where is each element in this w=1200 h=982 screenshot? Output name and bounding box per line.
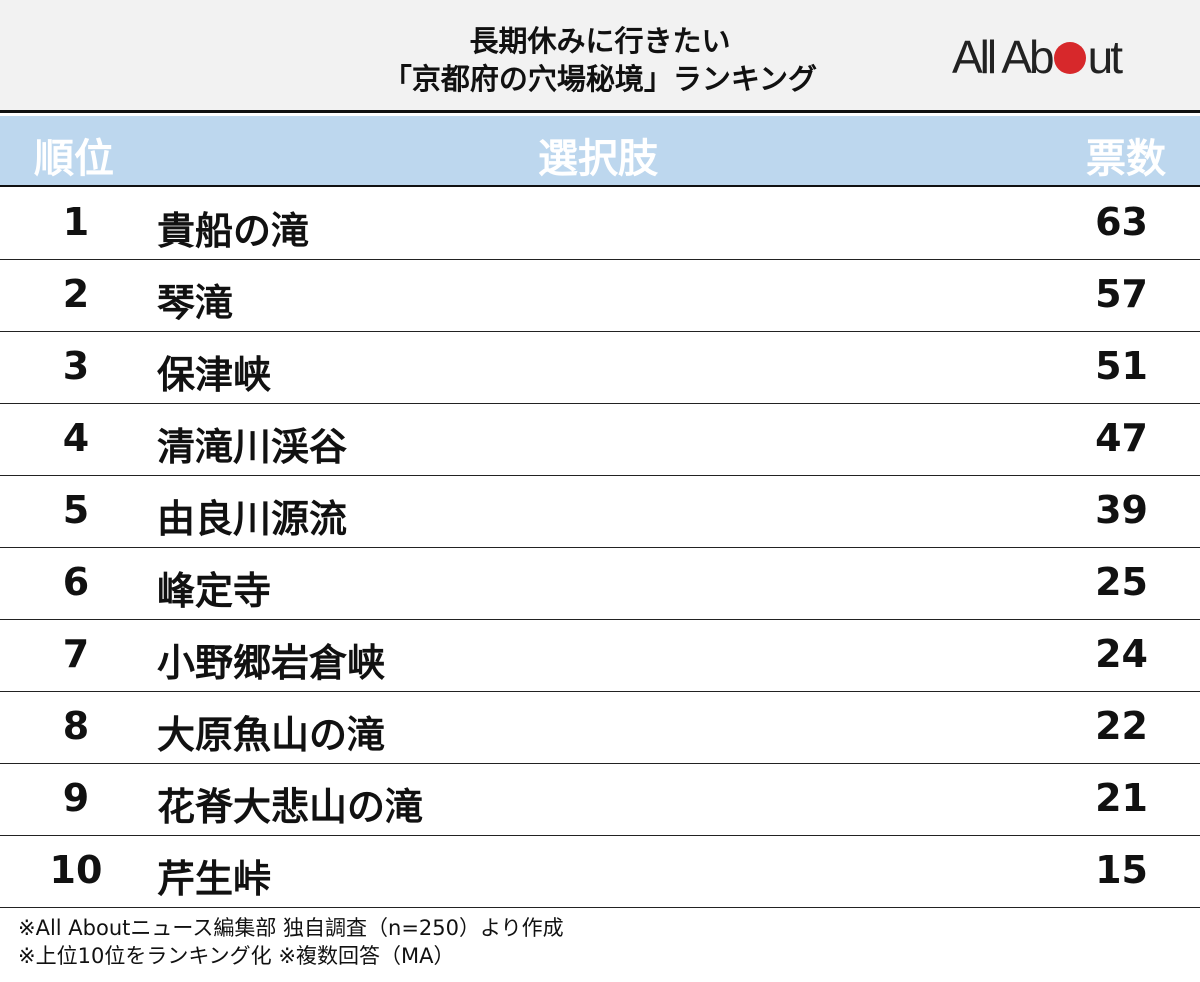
header-rank: 順位 bbox=[34, 136, 114, 182]
choice-cell: 大原魚山の滝 bbox=[157, 713, 386, 757]
votes-cell: 39 bbox=[1095, 488, 1148, 532]
choice-cell: 清滝川渓谷 bbox=[157, 425, 348, 469]
table-row: 9 花脊大悲山の滝 21 bbox=[0, 764, 1200, 836]
all-about-logo: All Ab ut bbox=[952, 31, 1123, 83]
rank-cell: 8 bbox=[62, 704, 90, 748]
votes-cell: 21 bbox=[1095, 776, 1148, 820]
choice-cell: 由良川源流 bbox=[157, 497, 348, 541]
choice-cell: 芹生峠 bbox=[157, 857, 272, 901]
title: 長期休みに行きたい 「京都府の穴場秘境」ランキング bbox=[290, 22, 910, 98]
choice-cell: 琴滝 bbox=[157, 281, 234, 325]
header-choice: 選択肢 bbox=[538, 136, 658, 182]
table-header: 順位 選択肢 票数 bbox=[0, 116, 1200, 187]
table-row: 4 清滝川渓谷 47 bbox=[0, 404, 1200, 476]
footnote-2: ※上位10位をランキング化 ※複数回答（MA） bbox=[18, 944, 455, 968]
rank-cell: 4 bbox=[62, 416, 90, 460]
votes-cell: 47 bbox=[1095, 416, 1148, 460]
table-row: 3 保津峡 51 bbox=[0, 332, 1200, 404]
rank-cell: 5 bbox=[62, 488, 90, 532]
header-votes: 票数 bbox=[1086, 136, 1166, 182]
table-row: 8 大原魚山の滝 22 bbox=[0, 692, 1200, 764]
votes-cell: 24 bbox=[1095, 632, 1148, 676]
table-row: 6 峰定寺 25 bbox=[0, 548, 1200, 620]
rank-cell: 9 bbox=[62, 776, 90, 820]
rank-cell: 6 bbox=[62, 560, 90, 604]
votes-cell: 63 bbox=[1095, 200, 1148, 244]
table-row: 2 琴滝 57 bbox=[0, 260, 1200, 332]
rank-cell: 3 bbox=[62, 344, 90, 388]
footnotes: ※All Aboutニュース編集部 独自調査（n=250）より作成 ※上位10位… bbox=[18, 914, 564, 970]
table-row: 7 小野郷岩倉峡 24 bbox=[0, 620, 1200, 692]
choice-cell: 峰定寺 bbox=[157, 569, 272, 613]
title-line-2: 「京都府の穴場秘境」ランキング bbox=[382, 62, 818, 96]
table-body: 1 貴船の滝 63 2 琴滝 57 3 保津峡 51 4 清滝川渓谷 47 5 由良川源流 39 6 峰定寺 25… bbox=[0, 188, 1200, 908]
title-line-1: 長期休みに行きたい bbox=[469, 24, 731, 58]
votes-cell: 25 bbox=[1095, 560, 1148, 604]
table-row: 10 芹生峠 15 bbox=[0, 836, 1200, 908]
votes-cell: 51 bbox=[1095, 344, 1148, 388]
rank-cell: 7 bbox=[62, 632, 90, 676]
footnote-1: ※All Aboutニュース編集部 独自調査（n=250）より作成 bbox=[18, 916, 564, 940]
votes-cell: 22 bbox=[1095, 704, 1148, 748]
logo-dot-icon bbox=[1053, 42, 1086, 74]
choice-cell: 花脊大悲山の滝 bbox=[157, 785, 424, 829]
table-row: 5 由良川源流 39 bbox=[0, 476, 1200, 548]
votes-cell: 57 bbox=[1095, 272, 1148, 316]
votes-cell: 15 bbox=[1095, 848, 1148, 892]
choice-cell: 貴船の滝 bbox=[157, 209, 310, 253]
rank-cell: 10 bbox=[49, 848, 103, 892]
table-row: 1 貴船の滝 63 bbox=[0, 188, 1200, 260]
rank-cell: 1 bbox=[62, 200, 90, 244]
choice-cell: 小野郷岩倉峡 bbox=[157, 641, 386, 685]
rank-cell: 2 bbox=[62, 272, 90, 316]
choice-cell: 保津峡 bbox=[157, 353, 272, 397]
title-band: 長期休みに行きたい 「京都府の穴場秘境」ランキング All Ab ut bbox=[0, 0, 1200, 113]
